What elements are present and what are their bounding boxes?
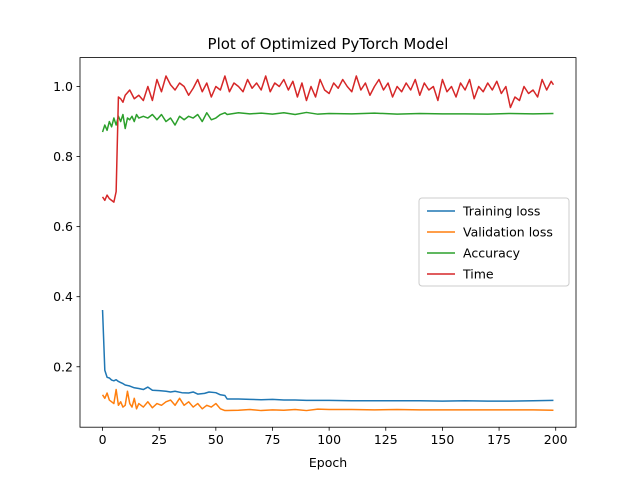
legend-label: Accuracy xyxy=(463,246,521,261)
y-tick-label: 0.6 xyxy=(53,219,73,234)
y-axis: 0.2 0.4 0.6 0.8 1.0 xyxy=(53,79,80,374)
legend-label: Training loss xyxy=(462,204,540,219)
series-line-time xyxy=(101,75,555,203)
x-tick-label: 125 xyxy=(374,432,398,447)
y-tick-label: 1.0 xyxy=(53,79,73,94)
axes-frame xyxy=(79,57,577,428)
x-tick-label: 75 xyxy=(265,432,281,447)
y-tick-label: 0.4 xyxy=(53,289,73,304)
x-tick-label: 150 xyxy=(430,432,454,447)
x-tick-label: 100 xyxy=(317,432,341,447)
series-line-accuracy xyxy=(101,111,554,133)
x-axis-label: Epoch xyxy=(309,455,347,470)
y-tick-label: 0.2 xyxy=(53,359,73,374)
legend-label: Time xyxy=(462,267,494,282)
x-axis: 0 25 50 75 100 125 150 175 200 xyxy=(99,427,568,447)
series-line-validation-loss xyxy=(101,388,554,412)
legend-box xyxy=(418,197,570,287)
chart-title: Plot of Optimized PyTorch Model xyxy=(208,35,449,53)
x-tick-label: 200 xyxy=(544,432,568,447)
legend-label: Validation loss xyxy=(463,225,553,240)
x-tick-label: 0 xyxy=(99,432,107,447)
x-tick-label: 50 xyxy=(208,432,224,447)
plot-lines xyxy=(101,75,555,412)
x-tick-label: 25 xyxy=(151,432,167,447)
y-tick-label: 0.8 xyxy=(53,149,73,164)
x-tick-label: 175 xyxy=(487,432,511,447)
series-line-training-loss xyxy=(101,309,554,402)
legend: Training loss Validation loss Accuracy Time xyxy=(418,197,570,287)
